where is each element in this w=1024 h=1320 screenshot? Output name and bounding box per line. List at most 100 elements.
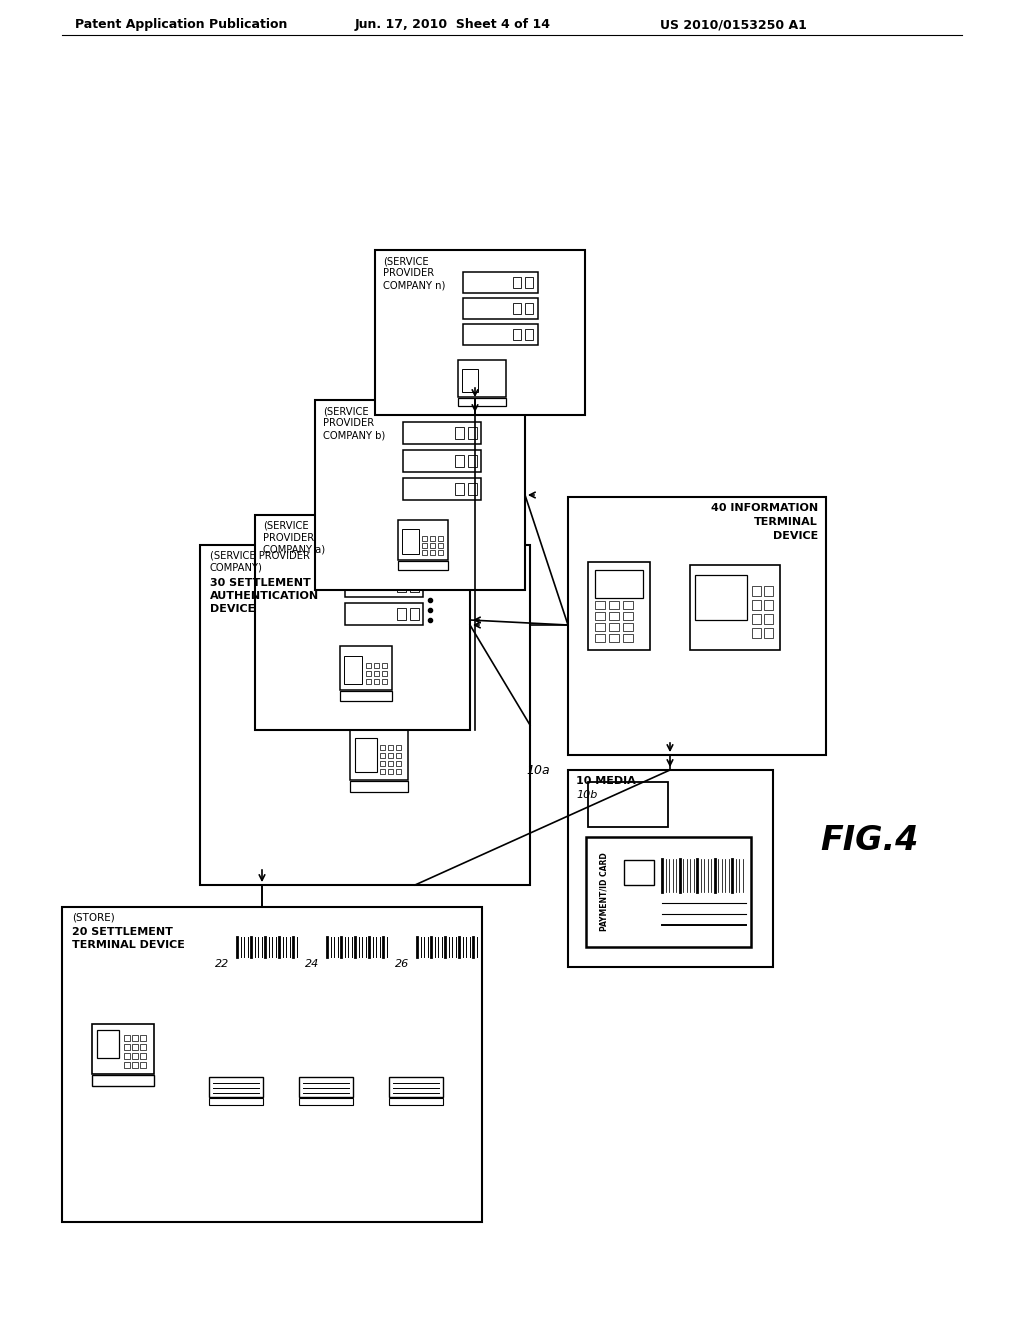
- Bar: [380, 752, 385, 758]
- Bar: [355, 601, 437, 624]
- Text: (SERVICE: (SERVICE: [383, 256, 429, 267]
- Bar: [132, 1053, 138, 1059]
- Bar: [380, 762, 385, 766]
- Bar: [623, 623, 633, 631]
- Bar: [340, 645, 392, 690]
- Bar: [380, 770, 385, 774]
- Bar: [92, 1024, 154, 1074]
- Text: 22: 22: [215, 960, 229, 969]
- Bar: [388, 744, 393, 750]
- Bar: [588, 562, 650, 649]
- Bar: [609, 634, 618, 642]
- Bar: [62, 907, 482, 1222]
- Bar: [458, 360, 506, 397]
- Bar: [345, 603, 423, 624]
- Bar: [382, 663, 387, 668]
- Bar: [350, 729, 408, 780]
- Bar: [140, 1063, 146, 1068]
- Text: PAYMENT/ID CARD: PAYMENT/ID CARD: [599, 853, 608, 932]
- Bar: [764, 628, 773, 638]
- Text: (SERVICE: (SERVICE: [263, 521, 308, 531]
- Bar: [455, 483, 464, 495]
- Text: 10b: 10b: [575, 789, 597, 800]
- Bar: [468, 483, 477, 495]
- Text: PROVIDER: PROVIDER: [383, 268, 434, 279]
- Bar: [382, 678, 387, 684]
- Bar: [345, 576, 423, 597]
- Bar: [525, 329, 534, 341]
- Text: PROVIDER: PROVIDER: [323, 418, 374, 428]
- Bar: [124, 1053, 130, 1059]
- Bar: [764, 614, 773, 624]
- Bar: [366, 671, 371, 676]
- Bar: [380, 744, 385, 750]
- Bar: [595, 623, 605, 631]
- Bar: [764, 586, 773, 597]
- Bar: [410, 609, 419, 620]
- Text: 24: 24: [305, 960, 319, 969]
- Text: Patent Application Publication: Patent Application Publication: [75, 18, 288, 30]
- Bar: [588, 781, 668, 828]
- Bar: [609, 601, 618, 609]
- Bar: [438, 536, 443, 541]
- Bar: [463, 298, 538, 319]
- Text: TERMINAL: TERMINAL: [755, 517, 818, 527]
- Bar: [132, 1063, 138, 1068]
- Bar: [396, 762, 401, 766]
- Text: COMPANY): COMPANY): [210, 564, 263, 573]
- Bar: [124, 1044, 130, 1049]
- Bar: [389, 1098, 443, 1105]
- Bar: [513, 329, 521, 341]
- Bar: [355, 631, 437, 655]
- Bar: [97, 1030, 119, 1059]
- Bar: [397, 552, 406, 564]
- Bar: [132, 1044, 138, 1049]
- Bar: [411, 668, 420, 678]
- Bar: [396, 744, 401, 750]
- Text: DEVICE: DEVICE: [773, 531, 818, 541]
- Bar: [463, 272, 538, 293]
- Bar: [462, 370, 478, 392]
- Bar: [396, 770, 401, 774]
- Text: 30 SETTLEMENT: 30 SETTLEMENT: [210, 578, 310, 587]
- Bar: [609, 612, 618, 620]
- Text: AUTHENTICATION: AUTHENTICATION: [210, 591, 319, 601]
- Bar: [690, 565, 780, 649]
- Bar: [375, 249, 585, 414]
- Text: (STORE): (STORE): [72, 913, 115, 923]
- Bar: [403, 422, 481, 444]
- Bar: [623, 601, 633, 609]
- Text: DEVICE: DEVICE: [210, 605, 255, 614]
- Text: (SERVICE: (SERVICE: [323, 407, 369, 416]
- Text: FIG.4: FIG.4: [820, 824, 919, 857]
- Bar: [374, 678, 379, 684]
- Text: COMPANY b): COMPANY b): [323, 430, 385, 440]
- Bar: [430, 543, 435, 548]
- Text: TERMINAL DEVICE: TERMINAL DEVICE: [72, 940, 185, 950]
- Bar: [200, 545, 530, 884]
- Bar: [403, 450, 481, 473]
- Bar: [255, 515, 470, 730]
- Bar: [388, 752, 393, 758]
- Bar: [623, 612, 633, 620]
- Bar: [411, 638, 420, 648]
- Bar: [396, 752, 401, 758]
- Text: US 2010/0153250 A1: US 2010/0153250 A1: [660, 18, 807, 30]
- Bar: [609, 623, 618, 631]
- Bar: [132, 1035, 138, 1041]
- Bar: [140, 1044, 146, 1049]
- Text: (SERVICE PROVIDER: (SERVICE PROVIDER: [210, 550, 310, 561]
- Bar: [425, 638, 434, 648]
- Bar: [140, 1035, 146, 1041]
- Bar: [366, 663, 371, 668]
- Bar: [382, 671, 387, 676]
- Bar: [389, 1077, 443, 1097]
- Bar: [595, 612, 605, 620]
- Text: 20 SETTLEMENT: 20 SETTLEMENT: [72, 927, 173, 937]
- Bar: [438, 550, 443, 554]
- Bar: [315, 400, 525, 590]
- Bar: [355, 661, 437, 685]
- Bar: [299, 1077, 353, 1097]
- Bar: [124, 1035, 130, 1041]
- Bar: [752, 628, 761, 638]
